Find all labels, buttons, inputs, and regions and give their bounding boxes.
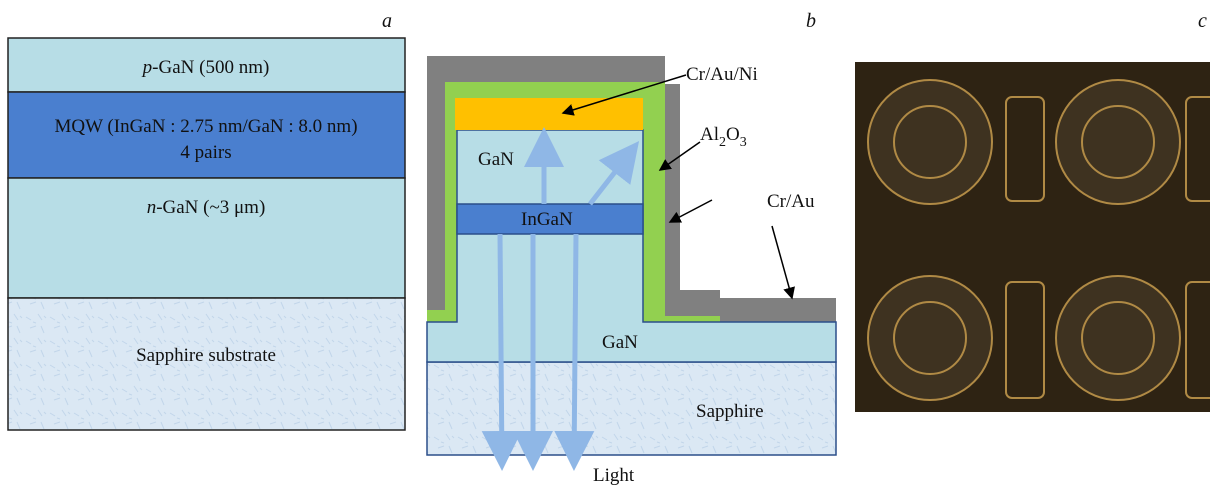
text: p xyxy=(141,57,153,78)
ray xyxy=(574,234,576,466)
pointer xyxy=(772,226,792,298)
callout: Cr/Au xyxy=(767,191,815,212)
region-label: Sapphire xyxy=(696,401,764,422)
layer-label: MQW (InGaN : 2.75 nm/GaN : 8.0 nm) xyxy=(54,116,357,137)
callout: Cr/Au/Ni xyxy=(686,64,758,85)
layer-label: p-GaN (500 nm) xyxy=(141,57,270,78)
ring-outer xyxy=(868,80,992,204)
n-gan-layer xyxy=(8,178,405,298)
region-label: GaN xyxy=(602,332,638,353)
figure: a p-GaN (500 nm) MQW (InGaN : 2.75 nm/Ga… xyxy=(0,0,1215,488)
text: n xyxy=(147,197,157,218)
light-label: Light xyxy=(593,465,635,486)
text: O xyxy=(726,124,740,145)
text: -GaN (500 nm) xyxy=(152,57,269,78)
region-label: GaN xyxy=(478,149,514,170)
layer-stack xyxy=(8,38,405,430)
margin xyxy=(1210,0,1215,488)
panel-label: a xyxy=(382,10,392,32)
panel-label: c xyxy=(1198,10,1207,32)
text: 2 xyxy=(719,135,726,150)
layer-label: Sapphire substrate xyxy=(136,345,276,366)
ring-outer xyxy=(1056,80,1180,204)
text: 3 xyxy=(740,135,747,150)
ray xyxy=(500,234,502,466)
ring-outer xyxy=(1056,276,1180,400)
callout: Al2O3 xyxy=(700,124,747,150)
region-label: InGaN xyxy=(521,209,573,230)
text: Al xyxy=(700,124,719,145)
panel-label: b xyxy=(806,10,816,32)
layer-label: 4 pairs xyxy=(180,142,231,163)
layer-label: n-GaN (~3 μm) xyxy=(147,197,266,218)
text: -GaN (~3 μm) xyxy=(156,197,265,218)
sapphire xyxy=(427,362,836,455)
ring-outer xyxy=(868,276,992,400)
contact-cr-au-ni xyxy=(455,98,643,130)
